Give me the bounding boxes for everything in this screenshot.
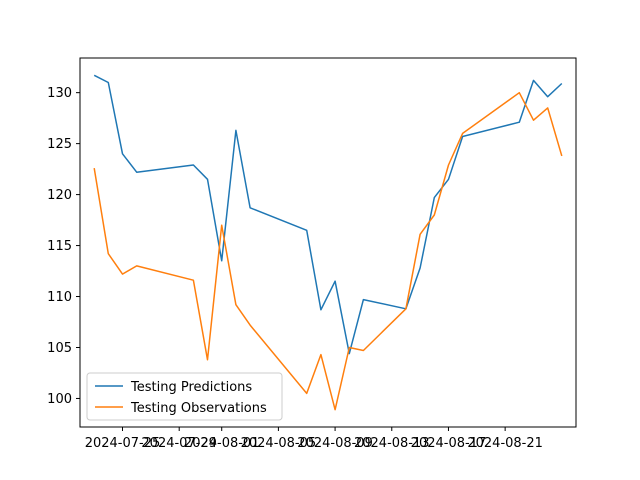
- y-tick-label: 125: [47, 137, 72, 152]
- y-axis: 100 105 110 115 120 125 130: [47, 86, 80, 407]
- plot-frame: [79, 57, 577, 428]
- y-tick-label: 120: [47, 188, 72, 203]
- y-tick-label: 105: [47, 341, 72, 356]
- y-tick-label: 130: [47, 86, 72, 101]
- series-line-1: [93, 91, 563, 411]
- series-line-0: [93, 74, 563, 355]
- legend-label-predictions: Testing Predictions: [130, 380, 252, 395]
- x-tick-label: 2024-07-29: [141, 436, 217, 451]
- x-tick-label: 2024-08-01: [184, 436, 260, 451]
- y-tick-label: 110: [47, 290, 72, 305]
- x-tick-label: 2024-08-13: [354, 436, 430, 451]
- x-tick-label: 2024-08-17: [411, 436, 487, 451]
- x-tick-label: 2024-07-25: [85, 436, 161, 451]
- legend-label-observations: Testing Observations: [130, 401, 267, 416]
- y-tick-label: 115: [47, 239, 72, 254]
- legend-box: [86, 372, 283, 421]
- series-layer: [93, 74, 563, 411]
- x-axis: 2024-07-252024-07-292024-08-012024-08-05…: [85, 427, 543, 451]
- y-tick-label: 100: [47, 392, 72, 407]
- legend: Testing Predictions Testing Observations: [86, 372, 283, 421]
- x-tick-label: 2024-08-21: [467, 436, 543, 451]
- x-tick-label: 2024-08-09: [297, 436, 373, 451]
- x-tick-label: 2024-08-05: [241, 436, 317, 451]
